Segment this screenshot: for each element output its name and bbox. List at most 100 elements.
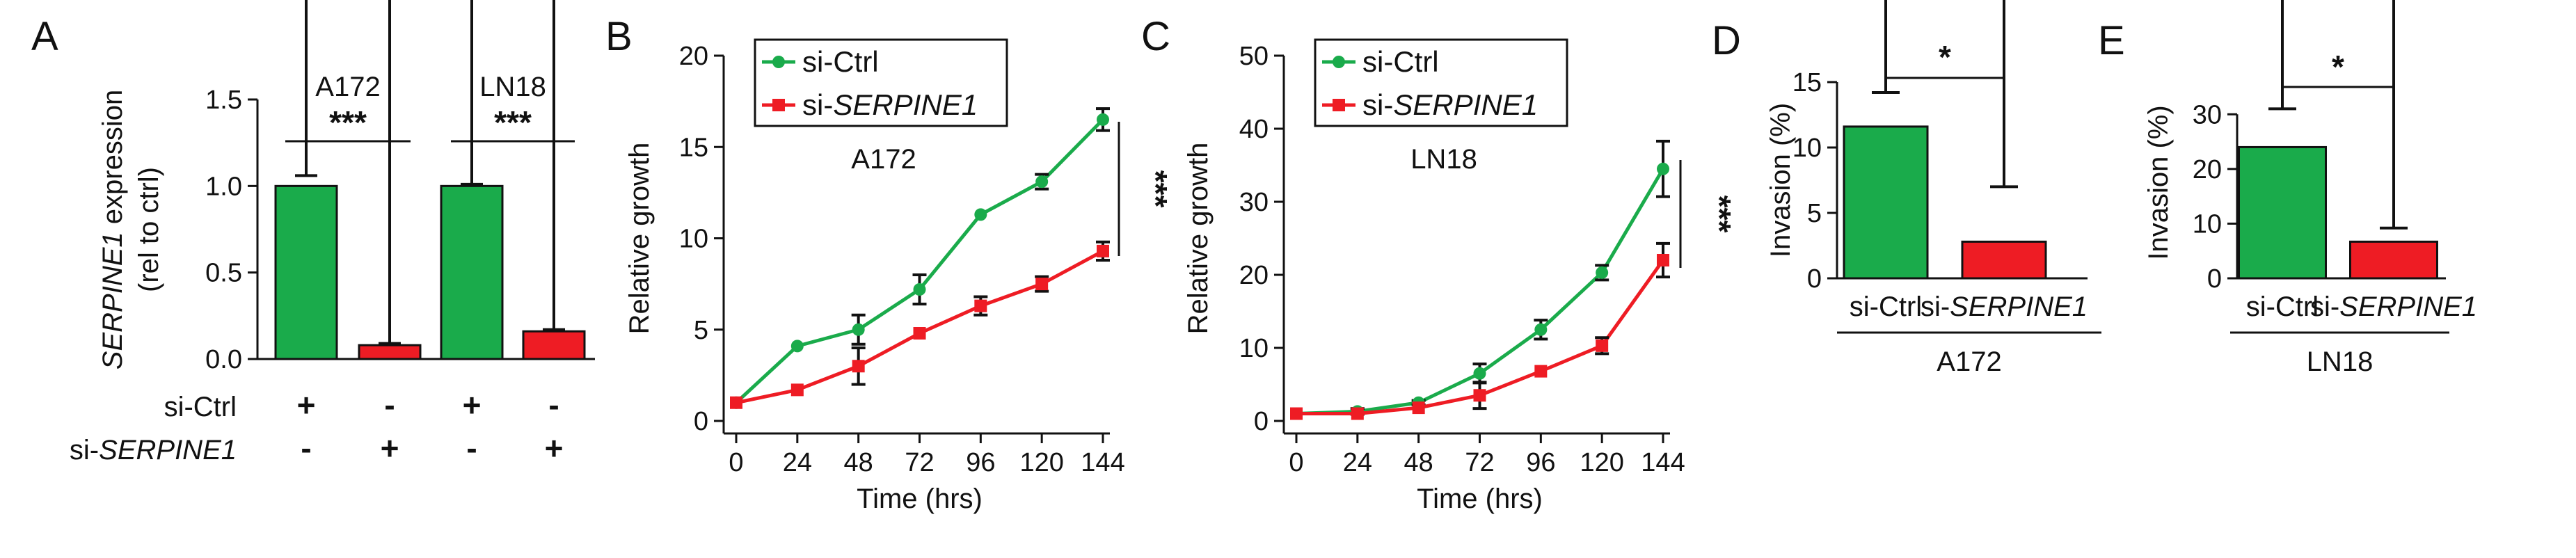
panel-c-legend-label: si-SERPINE1 [1362,88,1538,121]
panel-d-significance: * [1939,39,1951,75]
panel-b-x-tick-label: 96 [966,448,995,477]
panel-b-y-tick-label: 15 [679,133,708,162]
panel-c-y-tick-label: 0 [1254,407,1269,436]
panel-d-ylabel: Invasion (%) [1765,103,1796,257]
panel-b-legend-marker [772,56,785,68]
panel-b-x-tick-label: 24 [783,448,812,477]
panel-a-condition-sign: + [381,430,399,466]
panel-b-x-tick-label: 72 [905,448,934,477]
panel-a-y-tick-label: 0.5 [205,259,242,288]
panel-c-point [1473,367,1486,380]
panel-e-group-label: LN18 [2307,346,2374,377]
panel-letter-c: C [1141,14,1170,59]
panel-b-x-tick-label: 48 [844,448,873,477]
panel-c-annotation: LN18 [1410,144,1477,175]
panel-b-y-tick-label: 0 [694,407,708,436]
panel-a-y-tick-label: 0.0 [205,345,242,374]
panel-a-ylabel-italic: SERPINE1 [97,232,128,369]
panel-c-point [1657,162,1669,175]
panel-a-bar [274,184,338,360]
panel-a-condition-sign: - [548,387,559,423]
panel-c-legend-marker [1333,56,1345,68]
panel-c-x-tick-label: 120 [1580,448,1623,477]
panel-a-condition-label-plain: si- [70,435,99,465]
panel-c-legend-label-plain: si- [1362,88,1393,121]
panel-b-point [1035,175,1049,189]
panel-a-condition-label-italic: SERPINE1 [99,435,237,465]
panel-b-y-tick-label: 5 [694,316,708,345]
panel-a-bar [358,344,422,360]
panel-c-point [1534,365,1548,378]
panel-b-point [913,327,926,340]
panel-letter-a: A [31,14,58,59]
panel-e-y-tick-label: 30 [2193,100,2222,129]
panel-b-annotation: A172 [851,144,916,175]
panel-b-point [1035,278,1049,291]
panel-c-point [1412,401,1425,415]
panel-d-y-tick-label: 15 [1792,68,1822,97]
panel-d-category-label: si-Ctrl [1850,292,1922,322]
panel-c-y-tick-label: 40 [1239,115,1269,144]
panel-c-point [1534,323,1548,336]
panel-a-condition-label: si-Ctrl [164,392,237,422]
panel-b-x-tick-label: 0 [729,448,743,477]
panel-b-legend-box [754,38,1008,127]
panel-d-bar [1961,240,2047,280]
panel-a-condition-sign: + [545,430,564,466]
panel-letter-d: D [1712,18,1741,63]
panel-a-ylabel-line2: (rel to ctrl) [134,167,164,292]
panel-b-point [974,208,987,221]
panel-letter-b: B [605,14,633,59]
panel-b-legend-label-italic: SERPINE1 [833,88,978,121]
panel-b-significance: *** [1138,170,1174,208]
panel-c-y-tick-label: 50 [1239,42,1269,71]
panel-b-legend-label: si-Ctrl [802,45,879,78]
panel-c-legend-marker [1333,99,1345,111]
panel-a-ylabel-rest: expression [97,90,128,232]
panel-b-point [852,323,865,336]
panel-b-xlabel: Time (hrs) [857,484,983,514]
panel-c-y-tick-label: 10 [1239,334,1269,363]
panel-b-legend-label-plain: si-Ctrl [802,45,879,78]
panel-b-legend-label: si-SERPINE1 [802,88,978,121]
panel-a-group-label: A172 [315,72,380,102]
panel-b-point [913,283,926,296]
panel-a-condition-sign: + [463,387,482,423]
panel-a-condition-sign: - [384,387,395,423]
panel-letter-e: E [2098,18,2125,63]
panel-b-legend-label-plain: si- [802,88,833,121]
panel-b-ylabel: Relative growth [624,143,655,335]
panel-e-category-label-plain: si- [2310,292,2339,322]
panel-c-x-tick-label: 24 [1343,448,1372,477]
panel-b-point [790,340,804,353]
panel-a-significance: *** [329,104,367,141]
panel-d-y-tick-label: 0 [1807,264,1822,294]
panel-d-category-label-plain: si-Ctrl [1850,292,1922,322]
panel-e-ylabel: Invasion (%) [2143,105,2174,260]
panel-a-bar [522,330,586,360]
panel-e-y-tick-label: 20 [2193,155,2222,184]
panel-b-x-tick-label: 144 [1081,448,1124,477]
panel-c-point [1657,254,1669,266]
panel-d-category-label-italic: SERPINE1 [1950,292,2088,322]
panel-a-condition-sign: - [301,430,311,466]
panel-b-x-tick-label: 120 [1019,448,1063,477]
panel-d-bar [1843,125,1929,280]
panel-b-y-tick-label: 20 [679,42,708,71]
panel-b-point [790,383,804,397]
panel-e-category-label-plain: si-Ctrl [2246,292,2319,322]
panel-c-significance: *** [1701,196,1738,233]
panel-e-category-label: si-Ctrl [2246,292,2319,322]
panel-a-ylabel: SERPINE1 expression [97,90,128,369]
panel-b-legend-marker [772,99,785,111]
panel-e-bar [2238,145,2327,280]
panel-b-point [1097,244,1109,257]
panel-c-point [1596,266,1609,279]
panel-c-point [1290,407,1303,420]
panel-d-group-label: A172 [1937,346,2001,377]
panel-c-legend-label-plain: si-Ctrl [1362,45,1439,78]
panel-e-category-label: si-SERPINE1 [2310,292,2477,322]
panel-a-bar [440,184,504,360]
panel-a-condition-label-plain: si-Ctrl [164,392,237,422]
